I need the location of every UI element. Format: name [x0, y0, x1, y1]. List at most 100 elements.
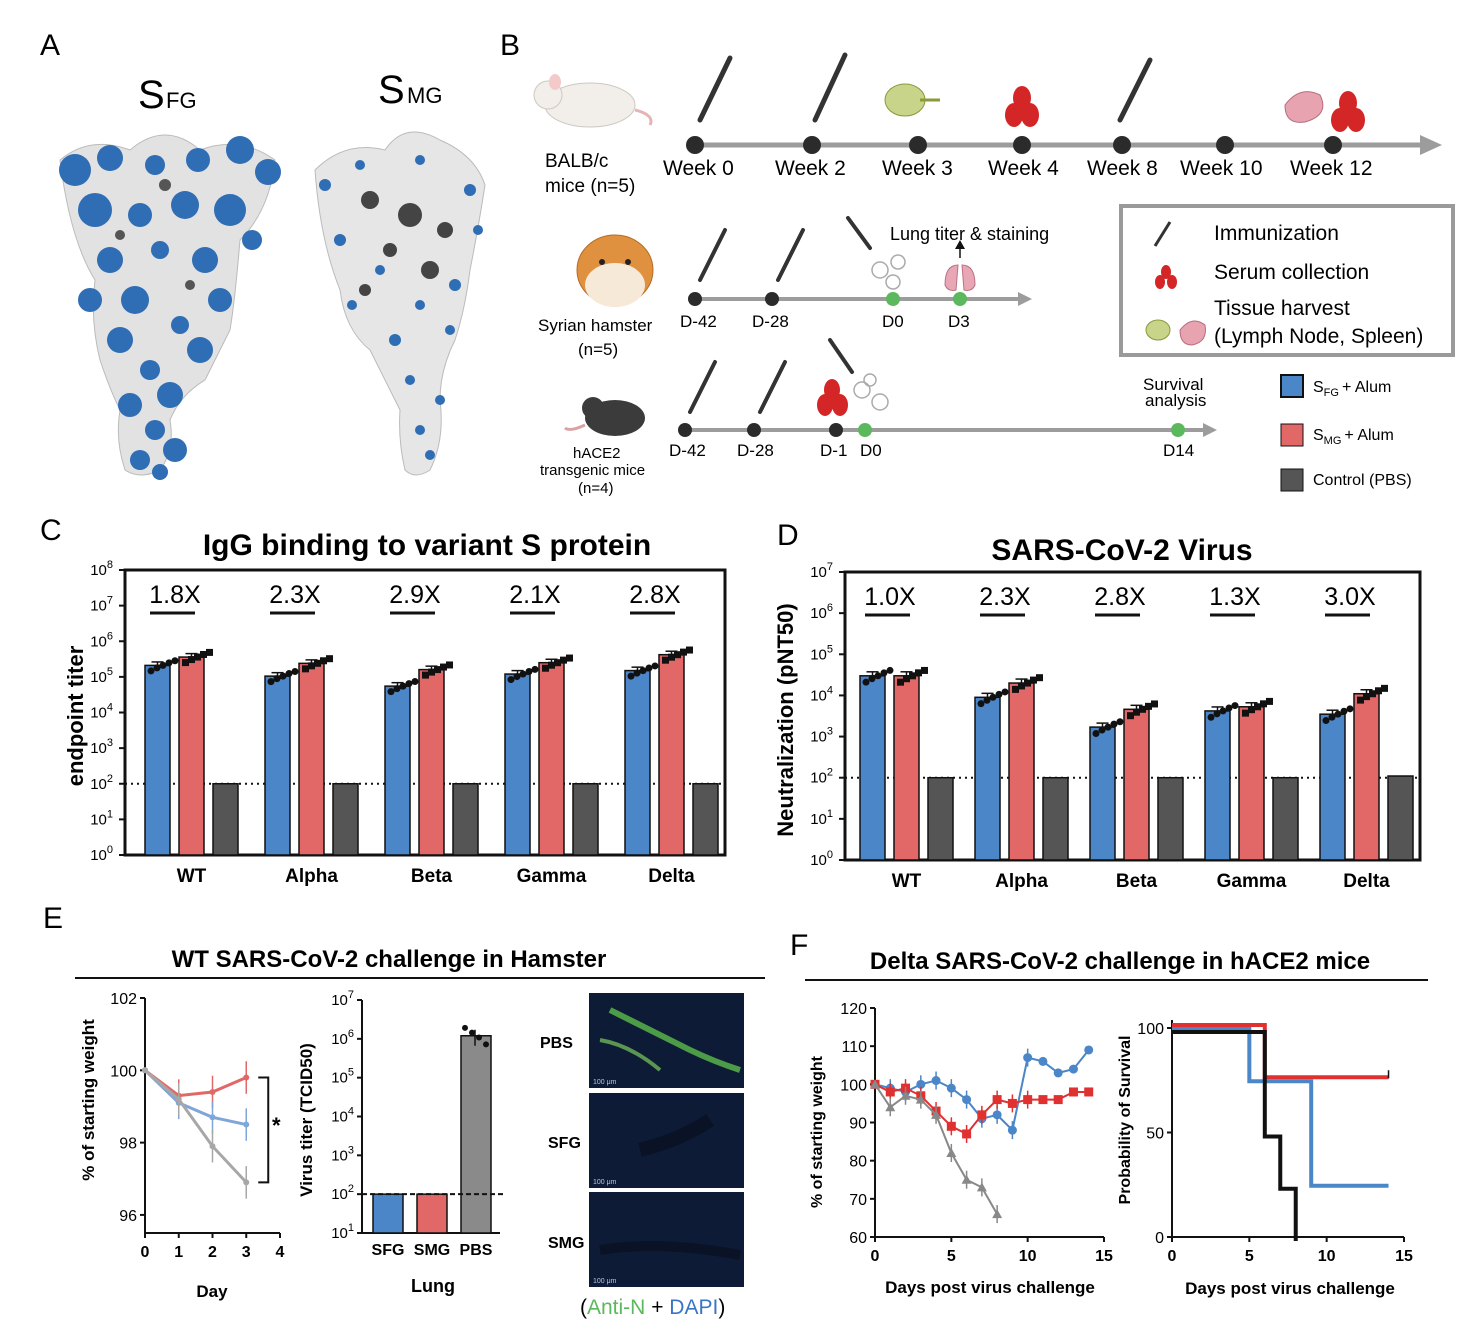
syringe-icon — [828, 338, 854, 374]
balbc-week-labels: Week 0 Week 2 Week 3 Week 4 Week 8 Week … — [663, 157, 1373, 180]
timepoint — [1171, 423, 1185, 437]
week-label: Week 3 — [882, 157, 953, 180]
x-category-label: Alpha — [285, 866, 338, 887]
smg-spike-protein-image — [314, 131, 486, 476]
data-point — [995, 690, 1003, 698]
data-point — [961, 1174, 972, 1184]
panel-f: F Delta SARS-CoV-2 challenge in hACE2 mi… — [790, 929, 1428, 1298]
data-point — [314, 659, 321, 667]
fold-change-label: 3.0X — [1324, 583, 1376, 611]
syringe-icon — [1117, 57, 1153, 123]
chart-e1: 96 98 100 102 0 1 2 3 4 — [110, 991, 284, 1261]
y-tick-base: 10 — [331, 1186, 348, 1203]
bar — [974, 696, 1001, 861]
data-point — [900, 1090, 911, 1100]
data-point — [1038, 1056, 1048, 1066]
timepoint — [858, 423, 872, 437]
legend-swatch-pbs — [1280, 468, 1304, 492]
legend-immunization: Immunization — [1214, 222, 1339, 245]
y-tick-exp: 3 — [348, 1144, 354, 1156]
lymph-node-icon — [884, 83, 940, 117]
day-label: D14 — [1163, 441, 1194, 460]
y-tick-exp: 7 — [348, 989, 354, 1001]
week-label: Week 0 — [663, 157, 734, 180]
y-tick-base: 10 — [331, 1031, 348, 1048]
y-tick-label: 90 — [849, 1116, 867, 1133]
caption-dapi: DAPI — [669, 1296, 718, 1319]
data-point — [946, 1148, 957, 1158]
data-point — [273, 675, 281, 683]
data-point — [1145, 702, 1152, 710]
y-tick-exp: 1 — [827, 808, 833, 820]
y-tick-label: 70 — [849, 1192, 867, 1209]
day-label: D-42 — [669, 441, 706, 460]
y-tick-exp: 5 — [107, 666, 113, 678]
bar — [178, 656, 205, 856]
syringe-icons-row-3 — [688, 338, 854, 414]
blood-drop-icon-hace2 — [817, 379, 848, 416]
y-tick-label: 102 — [331, 1183, 354, 1203]
data-point — [1340, 707, 1348, 715]
bar — [1042, 776, 1069, 861]
legend-s: S — [1313, 427, 1324, 444]
data-point — [1260, 700, 1267, 708]
data-point — [560, 656, 567, 664]
y-tick-base: 10 — [90, 811, 107, 828]
legend-swatch-sfg — [1280, 374, 1304, 398]
data-point — [147, 667, 155, 675]
data-point — [171, 657, 179, 665]
chart-c-ylabel: endpoint titer — [63, 645, 88, 786]
bar — [416, 1193, 448, 1234]
week-label: Week 8 — [1087, 157, 1158, 180]
hace2-note-2: analysis — [1145, 391, 1206, 410]
y-tick-base: 10 — [90, 847, 107, 864]
data-point — [915, 669, 922, 677]
bar — [658, 653, 685, 856]
panel-d-letter: D — [777, 519, 799, 552]
hamster-note: Lung titer & staining — [890, 224, 1049, 244]
legend-s: S — [1313, 379, 1324, 396]
data-point — [931, 1109, 942, 1119]
syringe-icon — [846, 216, 872, 250]
data-point — [1023, 1095, 1033, 1105]
y-tick-base: 10 — [810, 770, 827, 787]
data-point — [686, 646, 693, 654]
data-point — [868, 675, 876, 683]
timepoint — [886, 292, 900, 306]
data-point — [1127, 712, 1134, 720]
data-point — [422, 671, 429, 679]
bar — [460, 1035, 492, 1234]
panel-d: D SARS-CoV-2 Virus Neutralization (pNT50… — [773, 519, 1422, 892]
bar — [1089, 726, 1116, 861]
data-point — [977, 1110, 987, 1120]
y-tick-label: 104 — [90, 702, 113, 722]
hace2-note-1: Survival — [1143, 375, 1203, 394]
chart-e1-xlabel: Day — [196, 1282, 228, 1301]
data-point — [916, 1079, 926, 1089]
data-point — [291, 667, 299, 675]
y-tick-label: 0 — [1155, 1230, 1164, 1247]
data-point — [1328, 713, 1336, 721]
x-category-label: Beta — [1116, 871, 1158, 892]
bar — [298, 662, 325, 856]
panel-c: C IgG binding to variant S protein endpo… — [40, 514, 727, 887]
anti-n-stain-pbs — [599, 1038, 662, 1072]
data-point — [674, 651, 681, 659]
data-point — [1030, 676, 1037, 684]
hace2-label-1: hACE2 — [573, 445, 621, 462]
y-tick-label: 110 — [841, 1039, 867, 1056]
y-tick-base: 10 — [90, 669, 107, 686]
hace2-label-3: (n=4) — [578, 480, 613, 497]
data-point — [548, 661, 555, 669]
bar — [418, 668, 445, 856]
data-point — [627, 672, 635, 680]
data-point — [393, 685, 401, 693]
bar — [452, 783, 479, 856]
y-tick-label: 103 — [90, 737, 113, 757]
y-tick-exp: 0 — [827, 849, 833, 861]
chart-c-title: IgG binding to variant S protein — [203, 529, 651, 562]
y-tick-exp: 3 — [107, 737, 113, 749]
chart-f1-ylabel: % of starting weight — [809, 1055, 826, 1208]
hamster-day-labels: D-42 D-28 D0 D3 — [680, 312, 970, 331]
